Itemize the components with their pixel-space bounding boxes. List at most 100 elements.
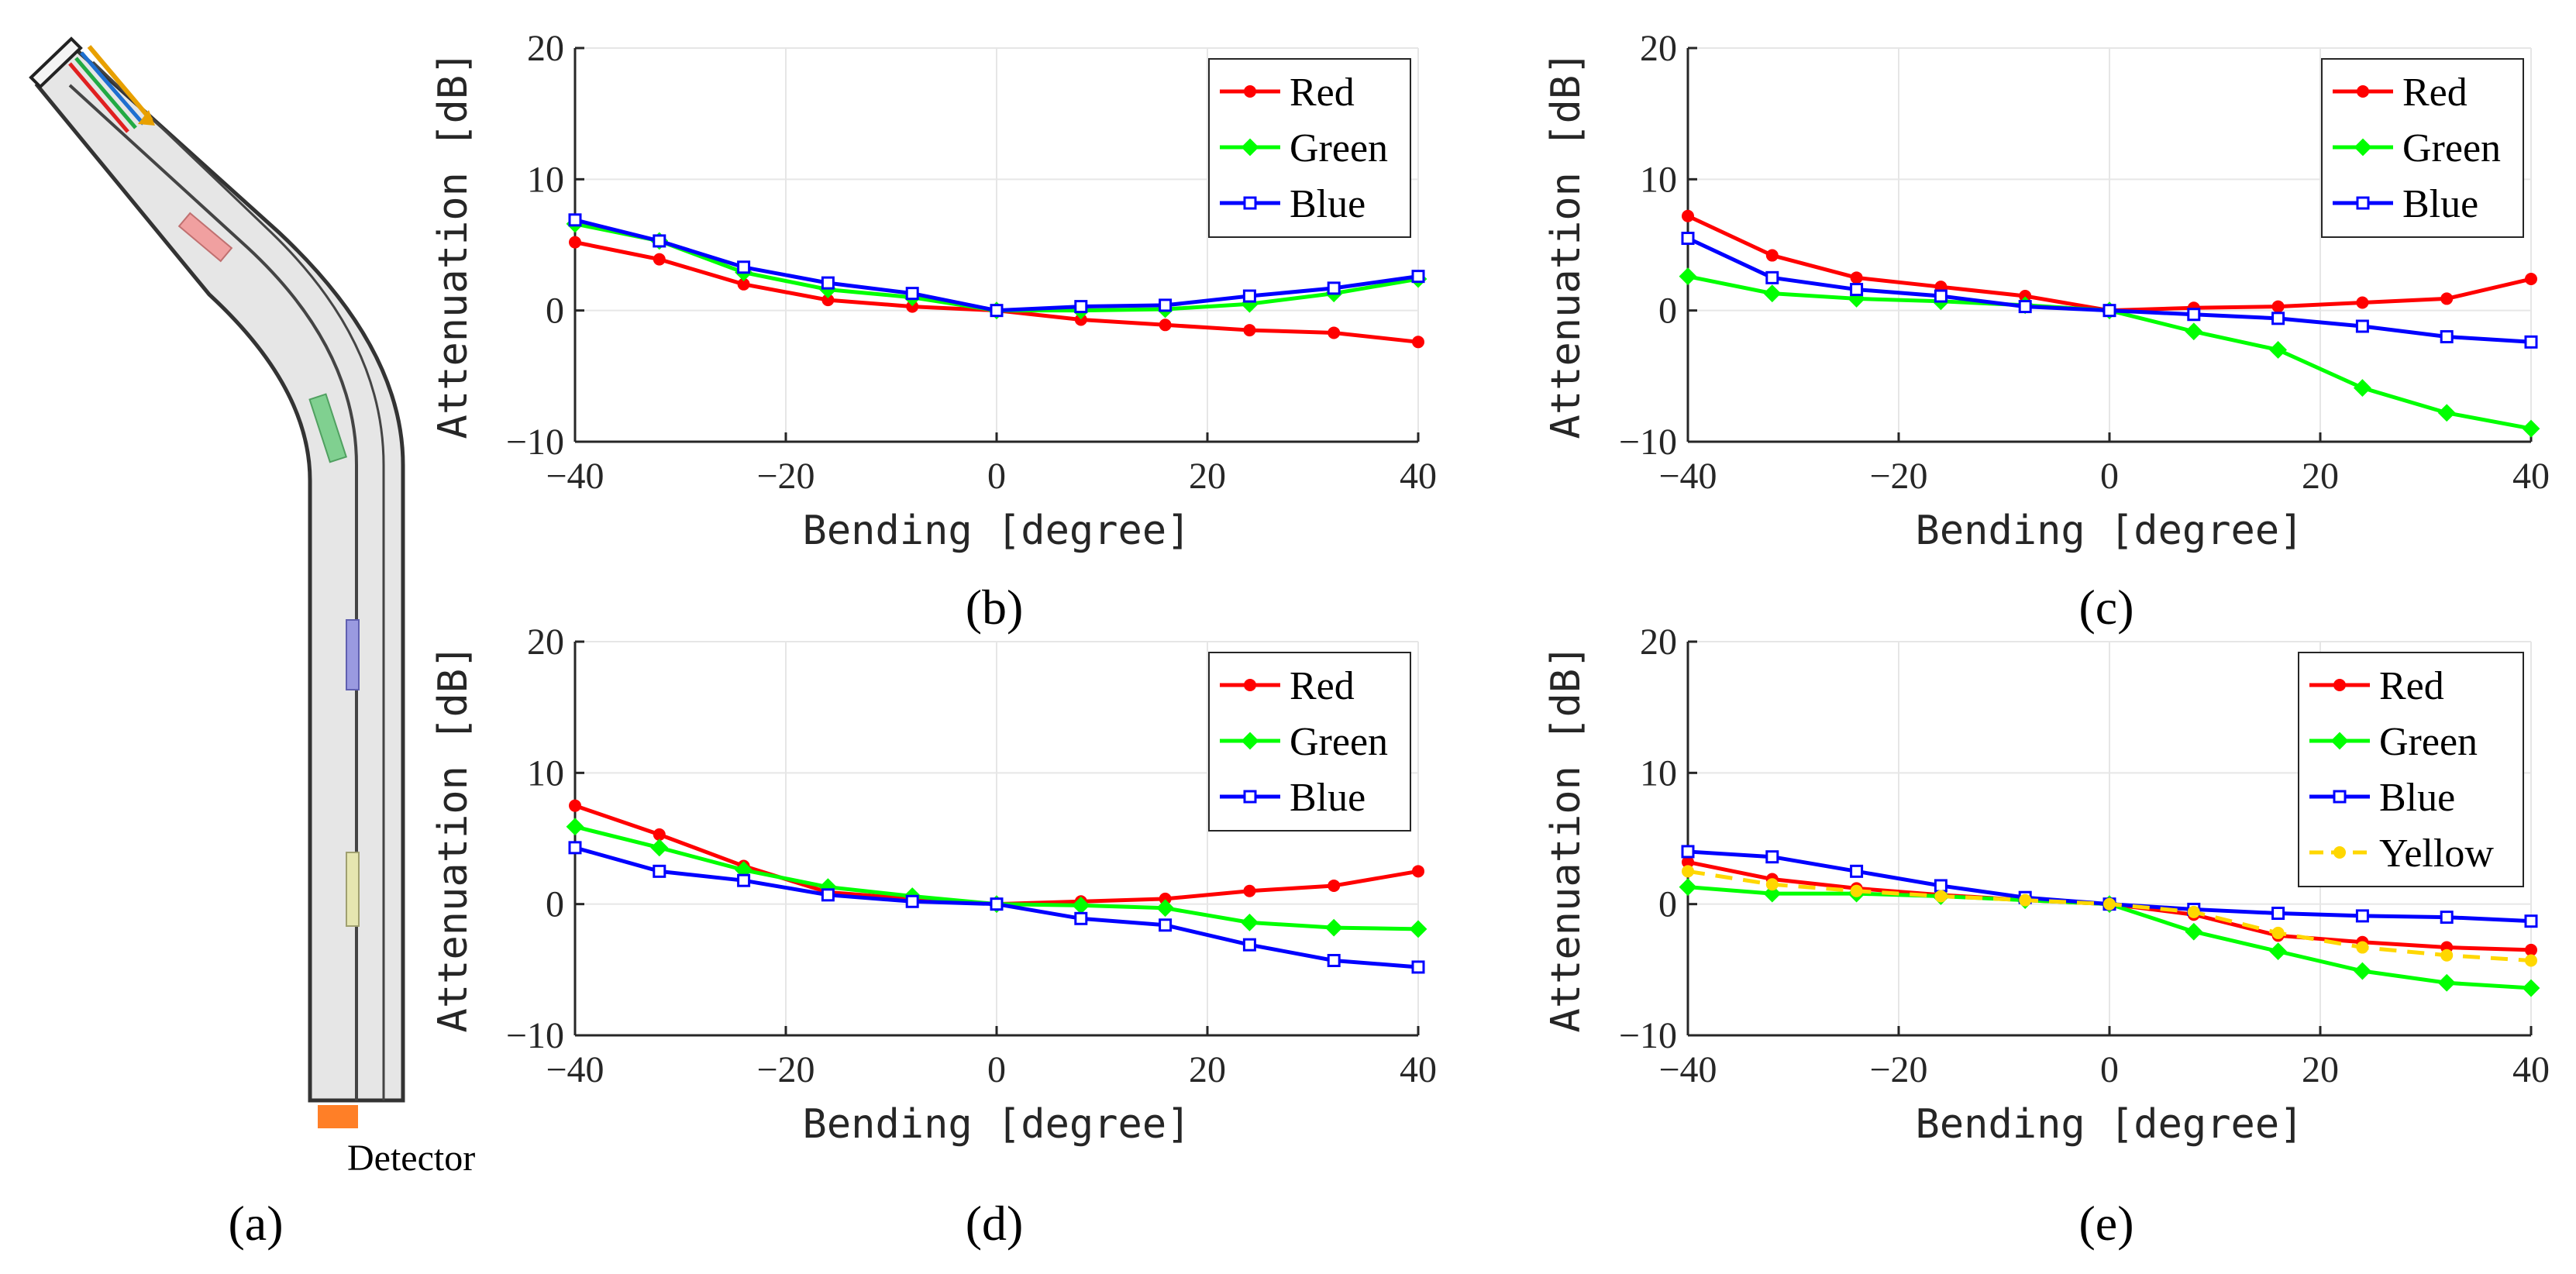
- legend-marker-red: [2357, 85, 2369, 98]
- x-axis-label: Bending [degree]: [1916, 1101, 2304, 1148]
- data-point-blue: [821, 888, 835, 902]
- data-point-blue: [1411, 270, 1425, 284]
- data-point-blue: [2355, 319, 2369, 333]
- x-tick-label: −20: [756, 456, 814, 497]
- data-point-blue: [1850, 283, 1864, 297]
- data-point-red: [1243, 324, 1256, 337]
- panel-caption-d: (d): [966, 1196, 1024, 1251]
- bent-tube-outline: [34, 45, 405, 1103]
- data-point-red: [1328, 879, 1341, 892]
- red-filter-patch: [177, 212, 233, 263]
- legend-label-red: Red: [1290, 664, 1355, 708]
- data-point-red: [1682, 209, 1694, 222]
- data-point-red: [2356, 296, 2369, 309]
- legend-label-blue: Blue: [2402, 182, 2478, 226]
- data-point-yellow: [2271, 926, 2285, 939]
- legend-marker-blue: [1243, 790, 1257, 804]
- ray-blue: [80, 51, 145, 126]
- data-point-red: [2271, 300, 2285, 313]
- legend-label-red: Red: [2402, 71, 2468, 115]
- data-point-blue: [737, 873, 751, 887]
- y-tick-label: 20: [1640, 622, 1677, 663]
- data-point-blue: [653, 234, 666, 248]
- y-tick-label: 10: [527, 752, 564, 794]
- fiber-end-cap: [29, 36, 83, 89]
- data-point-green: [2522, 419, 2540, 438]
- y-tick-label: 0: [546, 884, 564, 925]
- data-point-red: [569, 236, 581, 249]
- data-point-yellow: [2440, 949, 2454, 962]
- data-point-red: [653, 253, 666, 266]
- data-point-blue: [1765, 270, 1779, 284]
- data-point-red: [1412, 336, 1424, 349]
- data-point-red: [1328, 326, 1341, 339]
- data-point-yellow: [1682, 865, 1694, 878]
- data-point-yellow: [1850, 884, 1863, 897]
- data-point-blue: [1159, 298, 1173, 312]
- ray-arrowhead: [138, 110, 155, 126]
- data-point-green: [1240, 913, 1259, 931]
- legend-label-blue: Blue: [2379, 776, 2455, 820]
- legend-label-blue: Blue: [1290, 182, 1365, 226]
- data-point-yellow: [2187, 905, 2200, 918]
- data-point-blue: [1327, 953, 1341, 967]
- data-point-blue: [990, 304, 1004, 318]
- data-point-green: [1679, 267, 1697, 286]
- x-tick-label: 20: [1189, 1049, 1226, 1090]
- data-point-blue: [905, 894, 919, 908]
- x-tick-label: 20: [2302, 1049, 2339, 1090]
- y-tick-label: −10: [506, 1015, 564, 1056]
- data-point-green: [1409, 920, 1427, 938]
- data-point-blue: [2355, 909, 2369, 923]
- legend-marker-green: [1241, 138, 1259, 157]
- data-point-yellow: [2019, 894, 2032, 907]
- x-axis-label: Bending [degree]: [803, 508, 1191, 554]
- data-point-green: [1763, 284, 1782, 303]
- legend-label-green: Green: [2402, 126, 2501, 170]
- x-tick-label: −40: [1658, 1049, 1717, 1090]
- legend-marker-green: [2354, 138, 2372, 157]
- data-point-blue: [2018, 300, 2032, 314]
- legend-label-red: Red: [2379, 664, 2444, 708]
- x-tick-label: 0: [2100, 1049, 2119, 1090]
- legend-label-green: Green: [1290, 126, 1388, 170]
- x-axis-label: Bending [degree]: [803, 1101, 1191, 1148]
- data-point-red: [1850, 271, 1863, 284]
- inner-wall-left: [68, 84, 358, 1100]
- green-filter-patch: [308, 393, 348, 463]
- data-point-blue: [1159, 918, 1173, 932]
- data-point-blue: [821, 276, 835, 290]
- data-point-green: [566, 818, 584, 836]
- data-point-red: [1412, 865, 1424, 878]
- legend-marker-green: [1241, 732, 1259, 750]
- blue-filter-patch: [346, 619, 360, 690]
- data-point-yellow: [2356, 941, 2369, 954]
- data-point-blue: [1765, 850, 1779, 864]
- data-point-green: [2437, 404, 2456, 422]
- ray-yellow: [87, 45, 153, 122]
- x-tick-label: −40: [546, 456, 604, 497]
- data-point-red: [2525, 943, 2537, 956]
- data-point-blue: [568, 841, 582, 855]
- data-point-blue: [905, 287, 919, 301]
- data-point-green: [2522, 979, 2540, 997]
- y-tick-label: 10: [1640, 752, 1677, 794]
- data-point-green: [2185, 922, 2203, 941]
- legend-marker-green: [2330, 732, 2349, 750]
- data-point-blue: [990, 897, 1004, 911]
- data-point-green: [2353, 379, 2371, 397]
- chart-d: −40 −20 0 20 40 −10 0 10 20 Bending [degree] Atten…: [430, 622, 1437, 1251]
- y-tick-label: −10: [1619, 422, 1677, 463]
- legend-label-blue: Blue: [1290, 776, 1365, 820]
- y-axis-label: Attenuation [dB]: [1543, 51, 1589, 439]
- data-point-blue: [1074, 911, 1088, 925]
- data-point-red: [1243, 884, 1256, 897]
- data-point-green: [2185, 322, 2203, 341]
- data-point-blue: [2440, 911, 2454, 925]
- data-point-blue: [1681, 845, 1695, 859]
- data-point-blue: [2187, 308, 2201, 322]
- data-point-blue: [737, 260, 751, 274]
- panel-a-schematic: Detector (a): [29, 36, 475, 1251]
- x-tick-label: −20: [756, 1049, 814, 1090]
